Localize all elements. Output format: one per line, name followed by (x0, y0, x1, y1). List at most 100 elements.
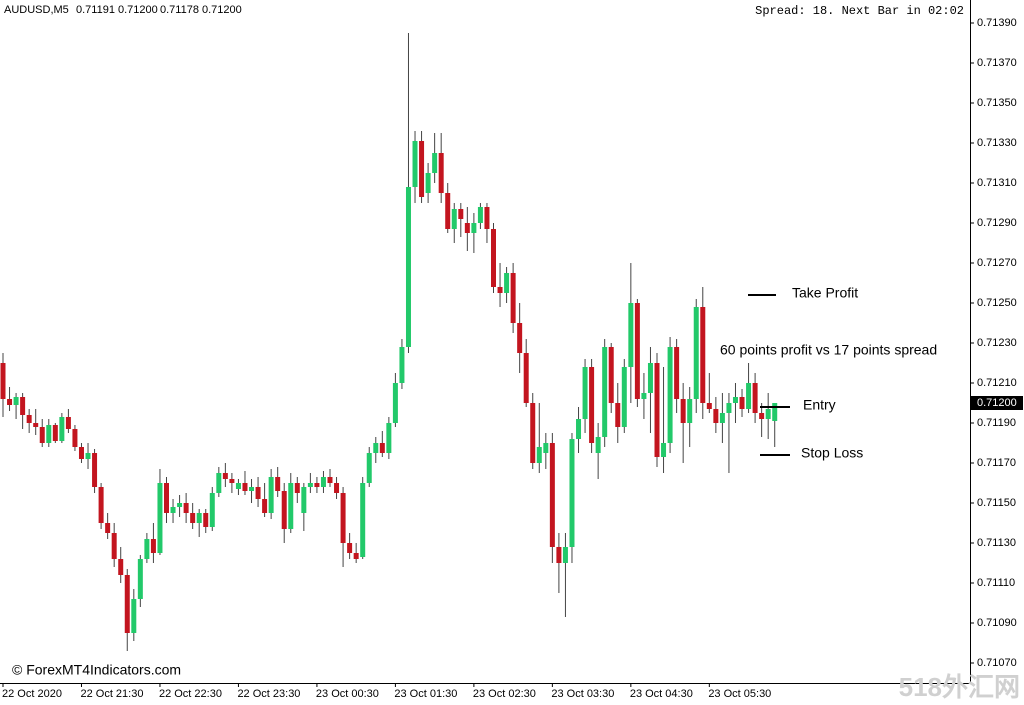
candle-body (536, 447, 542, 463)
candle-body (347, 543, 353, 553)
candle-body (137, 559, 143, 599)
candle-body (451, 209, 457, 229)
candle-body (268, 477, 274, 513)
x-tick-label: 23 Oct 01:30 (394, 688, 457, 700)
candle-body (425, 173, 431, 193)
y-tick-label: 0.71350 (977, 97, 1017, 109)
watermark: 518外汇网 (899, 672, 1020, 702)
candle-body (170, 507, 176, 513)
candle-body (392, 383, 398, 423)
candle-body (713, 409, 719, 423)
candle-body (327, 477, 333, 483)
candle-body (732, 397, 738, 403)
candle-body (144, 539, 150, 559)
candle-body (497, 287, 503, 293)
candle-body (334, 483, 340, 493)
x-tick-label: 22 Oct 23:30 (237, 688, 300, 700)
bar-value: 0.71191 (76, 4, 115, 16)
current-price-box (971, 396, 1023, 410)
annotation: 60 points profit vs 17 points spread (720, 342, 937, 358)
y-tick-label: 0.71230 (977, 337, 1017, 349)
candle-body (13, 397, 19, 405)
candle-body (249, 487, 255, 491)
candle-body (59, 417, 65, 441)
candle-body (419, 141, 425, 197)
candle-body (445, 193, 451, 229)
candle-body (85, 453, 91, 459)
candle-body (275, 477, 281, 491)
status-text: Spread: 18. Next Bar in 02:02 (755, 4, 964, 18)
bar-value: 0.71200 (118, 4, 158, 16)
candle-body (209, 493, 215, 527)
candle-body (111, 533, 117, 559)
candle-body (118, 559, 124, 575)
candle-body (78, 447, 84, 459)
candle-body (654, 363, 660, 457)
candle-body (706, 403, 712, 409)
candle-body (543, 443, 549, 453)
x-tick-label: 23 Oct 00:30 (316, 688, 379, 700)
candle-body (320, 477, 326, 487)
candle-body (471, 223, 477, 233)
candle-body (39, 427, 45, 443)
candle-body (634, 303, 640, 399)
candle-body (288, 483, 294, 529)
current-price-label: 0.71200 (977, 397, 1017, 409)
candle-body (562, 547, 568, 563)
candle-body (26, 415, 32, 423)
candle-body (0, 363, 6, 399)
x-tick-label: 23 Oct 02:30 (473, 688, 536, 700)
candle-body (229, 479, 235, 483)
candle-body (216, 473, 222, 493)
candle-body (641, 393, 647, 399)
candle-body (700, 307, 706, 403)
x-tick-label: 23 Oct 03:30 (551, 688, 614, 700)
candle-body (759, 413, 765, 419)
candle-body (373, 443, 379, 453)
y-tick-label: 0.71130 (977, 537, 1016, 549)
x-tick-label: 22 Oct 2020 (2, 688, 62, 700)
y-tick-label: 0.71270 (977, 257, 1017, 269)
candle-body (523, 353, 529, 403)
candle-body (105, 523, 111, 533)
candle-body (647, 363, 653, 393)
candle-body (438, 153, 444, 193)
y-tick-label: 0.71310 (977, 177, 1017, 189)
candle-body (458, 209, 464, 219)
candle-body (432, 153, 438, 173)
candle-body (405, 187, 411, 347)
candle-body (255, 487, 261, 499)
candle-body (739, 397, 745, 409)
candle-body (674, 347, 680, 399)
candle-body (366, 453, 372, 483)
y-tick-label: 0.71390 (977, 17, 1017, 29)
y-tick-label: 0.71110 (977, 577, 1015, 589)
candle-body (661, 443, 667, 457)
candle-body (484, 207, 490, 229)
candle-body (150, 539, 156, 553)
x-tick-label: 23 Oct 05:30 (708, 688, 771, 700)
candle-body (222, 473, 228, 479)
candle-body (693, 307, 699, 399)
y-tick-label: 0.71250 (977, 297, 1017, 309)
candle-body (576, 419, 582, 439)
candle-body (628, 303, 634, 367)
candle-body (752, 383, 758, 413)
y-tick-label: 0.71210 (977, 377, 1017, 389)
candle-body (177, 503, 183, 507)
candle-body (190, 513, 196, 523)
candle-body (504, 273, 510, 293)
candle-body (510, 273, 516, 323)
candle-body (196, 513, 202, 523)
candle-body (517, 323, 523, 353)
candle-body (131, 599, 137, 633)
candle-body (235, 483, 241, 489)
candle-body (307, 483, 313, 487)
candle-body (569, 439, 575, 547)
candle-body (7, 399, 13, 405)
candle-body (294, 483, 300, 493)
copyright: © ForexMT4Indicators.com (12, 662, 181, 678)
x-tick-label: 23 Oct 04:30 (630, 688, 693, 700)
candle-body (687, 399, 693, 423)
y-tick-label: 0.71370 (977, 57, 1017, 69)
